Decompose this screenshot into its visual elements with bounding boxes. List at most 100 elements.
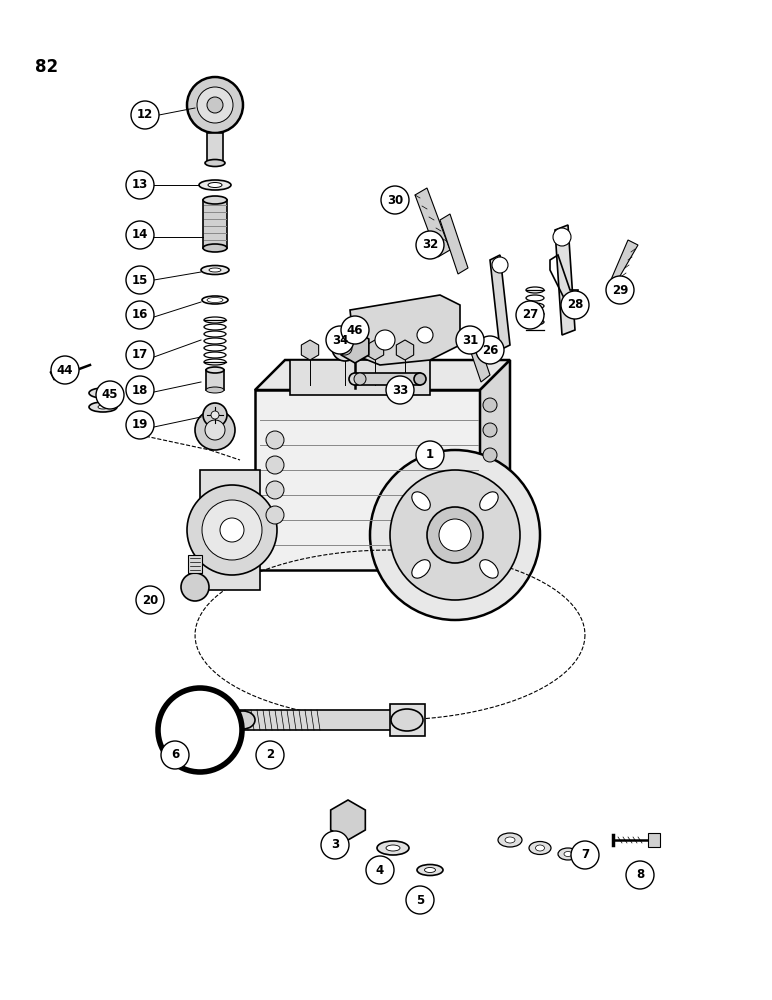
Circle shape — [483, 423, 497, 437]
Polygon shape — [567, 295, 584, 315]
Ellipse shape — [377, 841, 409, 855]
Circle shape — [416, 441, 444, 469]
Polygon shape — [255, 390, 480, 570]
Text: 6: 6 — [171, 748, 179, 762]
Text: 31: 31 — [462, 334, 478, 347]
Text: 17: 17 — [132, 349, 148, 361]
Circle shape — [197, 87, 233, 123]
Text: 26: 26 — [482, 344, 498, 357]
Circle shape — [187, 485, 277, 575]
Circle shape — [571, 841, 599, 869]
Text: 27: 27 — [522, 308, 538, 322]
Polygon shape — [396, 340, 414, 360]
Circle shape — [266, 481, 284, 499]
Circle shape — [161, 741, 189, 769]
Polygon shape — [240, 710, 420, 730]
Text: 2: 2 — [266, 748, 274, 762]
Text: 28: 28 — [567, 298, 583, 312]
Text: 7: 7 — [581, 848, 589, 861]
Circle shape — [483, 448, 497, 462]
Ellipse shape — [411, 492, 430, 510]
Ellipse shape — [417, 864, 443, 876]
Circle shape — [375, 330, 395, 350]
Polygon shape — [337, 340, 354, 360]
Circle shape — [427, 507, 483, 563]
Text: 20: 20 — [142, 593, 158, 606]
Circle shape — [416, 231, 444, 259]
Circle shape — [626, 861, 654, 889]
Polygon shape — [290, 360, 430, 395]
Polygon shape — [341, 331, 369, 363]
Circle shape — [338, 341, 352, 355]
Circle shape — [321, 831, 349, 859]
Ellipse shape — [479, 560, 498, 578]
Polygon shape — [465, 328, 490, 382]
Circle shape — [266, 431, 284, 449]
Text: 16: 16 — [132, 308, 148, 322]
Polygon shape — [350, 295, 460, 365]
Circle shape — [461, 333, 475, 347]
Circle shape — [220, 518, 244, 542]
Text: 34: 34 — [332, 334, 348, 347]
Polygon shape — [610, 240, 638, 282]
Circle shape — [606, 276, 634, 304]
Circle shape — [126, 411, 154, 439]
Ellipse shape — [529, 842, 551, 854]
Text: 32: 32 — [422, 238, 438, 251]
Ellipse shape — [202, 296, 228, 304]
Circle shape — [126, 171, 154, 199]
Circle shape — [205, 420, 225, 440]
Polygon shape — [255, 360, 510, 390]
Text: 15: 15 — [132, 273, 148, 286]
Circle shape — [181, 573, 209, 601]
Bar — [390, 704, 425, 736]
Text: 33: 33 — [392, 383, 408, 396]
Ellipse shape — [89, 388, 117, 398]
Ellipse shape — [209, 268, 221, 272]
Circle shape — [136, 586, 164, 614]
Ellipse shape — [479, 492, 498, 510]
Circle shape — [126, 301, 154, 329]
Circle shape — [326, 326, 354, 354]
Circle shape — [332, 335, 358, 361]
Circle shape — [386, 376, 414, 404]
Ellipse shape — [564, 852, 572, 856]
Ellipse shape — [425, 867, 435, 872]
Circle shape — [561, 291, 589, 319]
Circle shape — [131, 101, 159, 129]
Circle shape — [341, 316, 369, 344]
Circle shape — [187, 77, 243, 133]
Circle shape — [417, 327, 433, 343]
Polygon shape — [415, 188, 450, 257]
Polygon shape — [330, 800, 365, 840]
Ellipse shape — [536, 845, 544, 851]
Bar — [355, 373, 420, 385]
Circle shape — [366, 856, 394, 884]
Circle shape — [126, 221, 154, 249]
Circle shape — [126, 376, 154, 404]
Bar — [206, 370, 224, 390]
Ellipse shape — [414, 373, 426, 385]
Circle shape — [381, 186, 409, 214]
Ellipse shape — [199, 180, 231, 190]
Ellipse shape — [386, 845, 400, 851]
Text: 13: 13 — [132, 178, 148, 192]
Text: 19: 19 — [132, 418, 148, 432]
Ellipse shape — [89, 402, 117, 412]
Text: 1: 1 — [426, 448, 434, 462]
Circle shape — [456, 326, 484, 354]
Text: 29: 29 — [612, 284, 628, 296]
Circle shape — [211, 411, 219, 419]
Ellipse shape — [411, 560, 430, 578]
Polygon shape — [301, 340, 319, 360]
Ellipse shape — [206, 367, 224, 373]
Ellipse shape — [98, 391, 108, 395]
Text: 14: 14 — [132, 229, 148, 241]
Ellipse shape — [208, 182, 222, 188]
Circle shape — [516, 301, 544, 329]
Text: 82: 82 — [35, 58, 58, 76]
Circle shape — [202, 500, 262, 560]
Ellipse shape — [558, 848, 578, 860]
Polygon shape — [480, 360, 510, 570]
Circle shape — [439, 519, 471, 551]
